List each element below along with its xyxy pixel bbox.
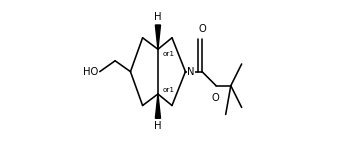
Polygon shape <box>155 94 161 118</box>
Text: or1: or1 <box>162 87 174 93</box>
Text: H: H <box>154 12 162 22</box>
Polygon shape <box>155 25 161 49</box>
Text: or1: or1 <box>162 51 174 57</box>
Text: O: O <box>198 24 206 34</box>
Text: N: N <box>187 67 195 77</box>
Text: HO: HO <box>83 67 98 77</box>
Text: O: O <box>212 93 219 103</box>
Text: H: H <box>154 121 162 131</box>
